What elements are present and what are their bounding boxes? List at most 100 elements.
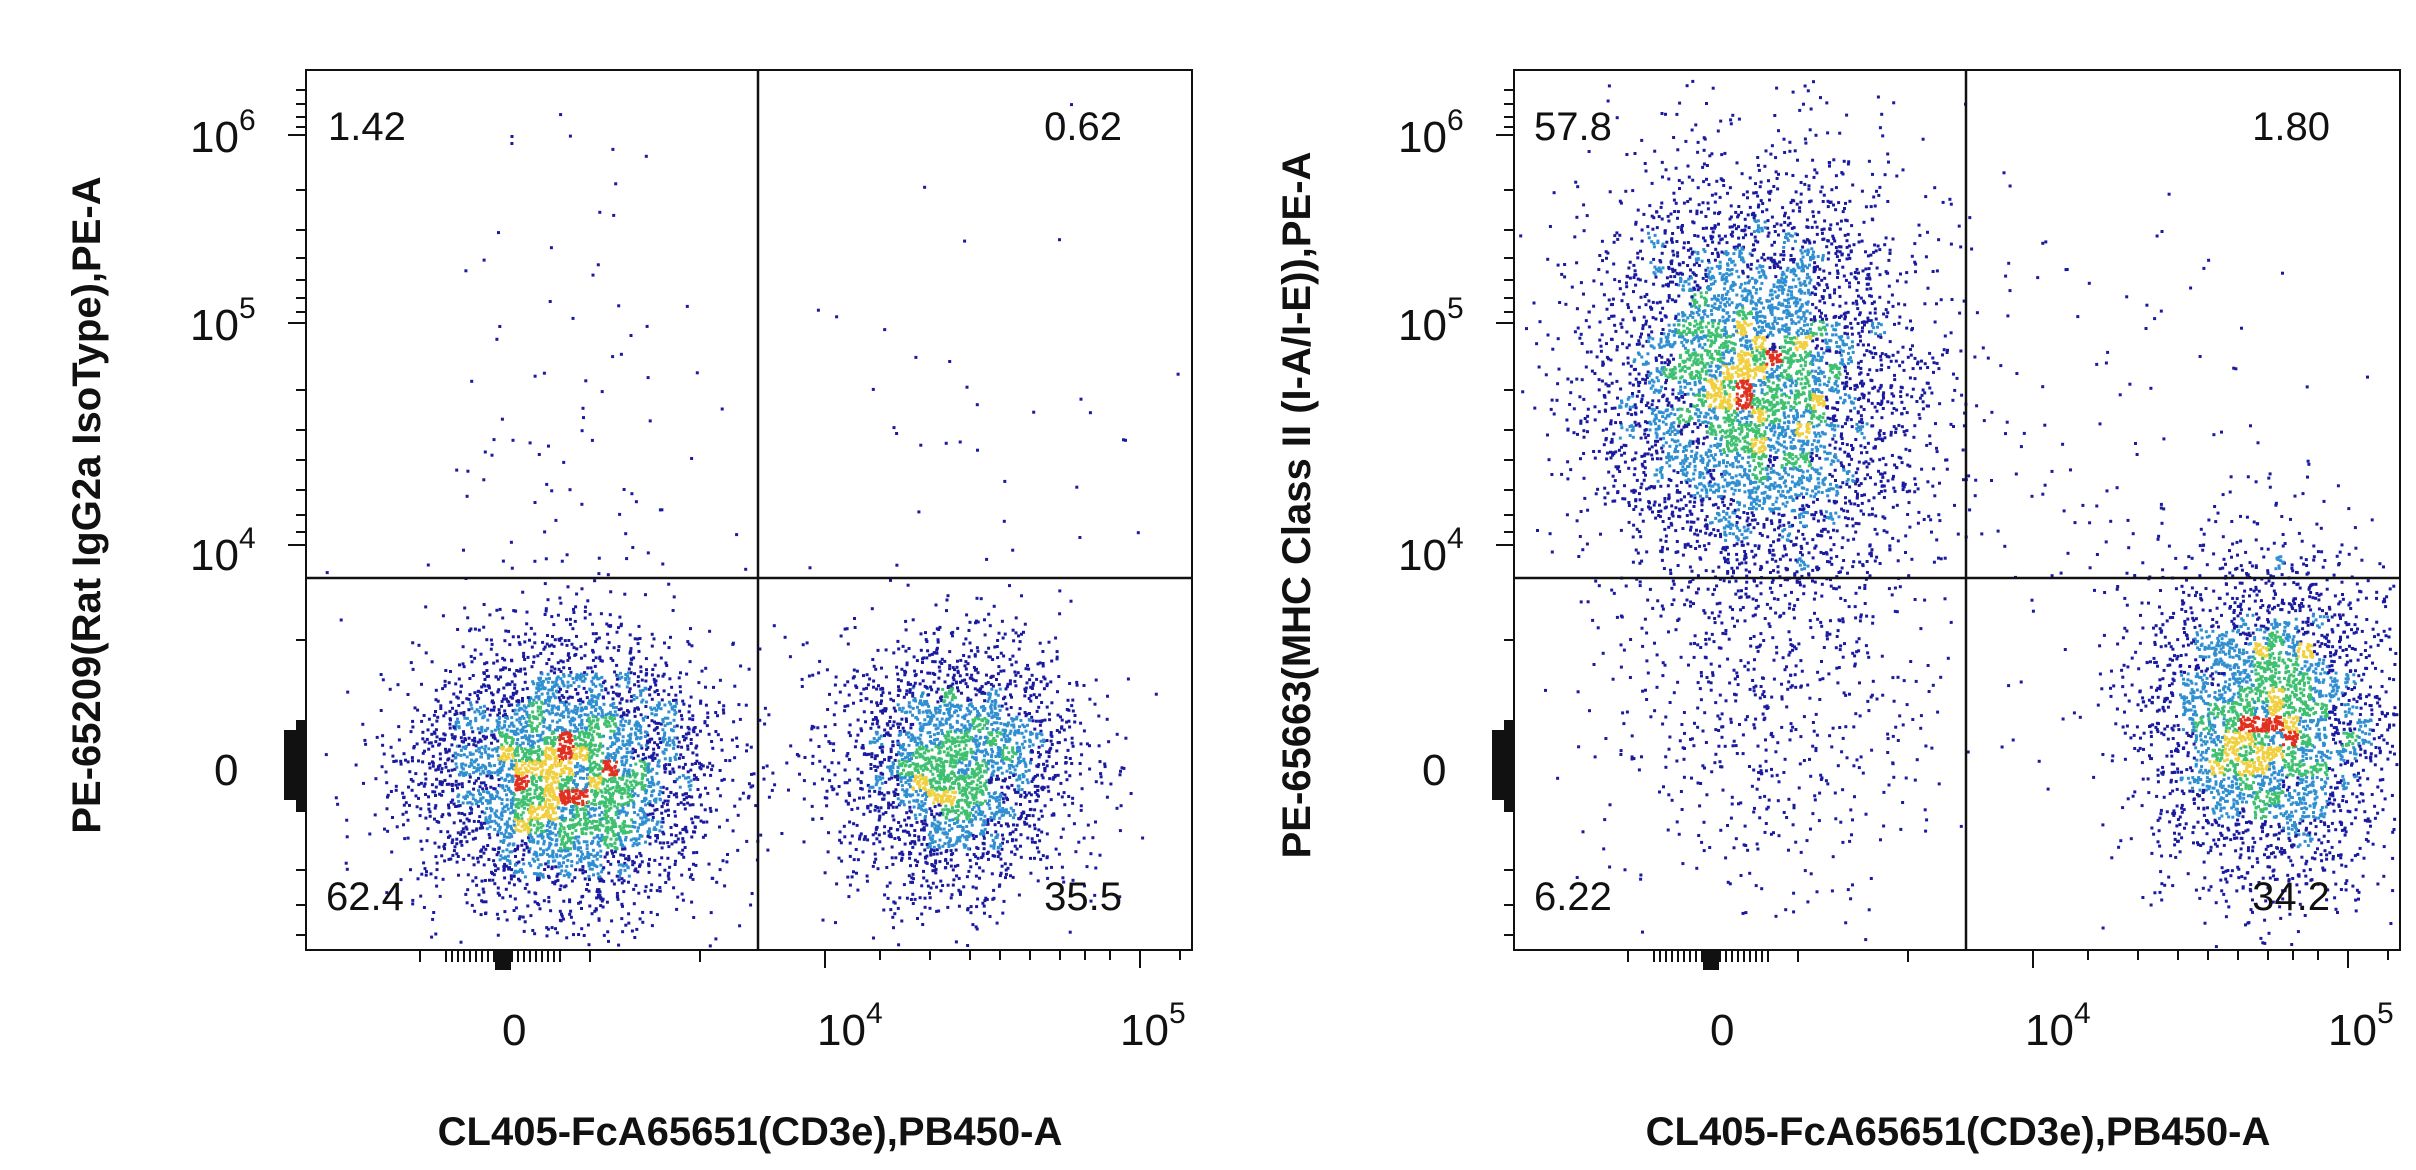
event-dot [410, 788, 414, 792]
event-dot [409, 778, 413, 781]
event-dot [483, 879, 487, 882]
event-dot [455, 765, 459, 769]
event-dot [566, 839, 570, 843]
event-dot [565, 841, 568, 845]
event-dot [471, 797, 475, 801]
event-dot [615, 806, 619, 810]
event-dot [650, 644, 654, 648]
event-dot [433, 841, 437, 845]
event-dot [465, 697, 469, 701]
event-dot [600, 794, 604, 798]
event-dot [575, 678, 579, 682]
event-dot [951, 758, 955, 762]
event-dot [497, 727, 501, 731]
event-dot [572, 729, 576, 733]
event-dot [642, 760, 646, 764]
event-dot [873, 764, 877, 768]
event-dot [554, 728, 557, 732]
event-dot [680, 745, 684, 749]
event-dot [937, 744, 941, 747]
event-dot [581, 852, 585, 856]
event-dot [602, 837, 606, 841]
event-dot [985, 557, 989, 561]
event-dot [514, 803, 518, 807]
event-dot [826, 768, 830, 772]
event-dot [501, 697, 505, 701]
event-dot [509, 798, 513, 802]
event-dot [1039, 809, 1043, 813]
event-dot [594, 699, 598, 703]
event-dot [628, 737, 632, 741]
event-dot [590, 912, 594, 916]
event-dot [550, 704, 554, 708]
event-dot [536, 654, 540, 658]
event-dot [596, 717, 600, 721]
event-dot [576, 706, 580, 710]
event-dot [574, 792, 578, 796]
event-dot [959, 892, 962, 896]
event-dot [516, 772, 520, 776]
event-dot [632, 837, 636, 841]
event-dot [542, 830, 546, 834]
event-dot [430, 732, 434, 736]
event-dot [503, 739, 507, 743]
event-dot [574, 836, 578, 840]
event-dot [559, 763, 562, 767]
event-dot [566, 739, 570, 743]
event-dot [482, 771, 486, 775]
event-dot [609, 837, 613, 841]
event-dot [569, 778, 573, 782]
event-dot [427, 807, 431, 811]
event-dot [648, 693, 652, 697]
event-dot [615, 874, 619, 878]
event-dot [617, 645, 621, 649]
event-dot [562, 666, 566, 670]
event-dot [661, 674, 665, 678]
event-dot [546, 874, 550, 878]
event-dot [911, 618, 915, 622]
event-dot [389, 745, 393, 749]
event-dot [528, 808, 532, 812]
event-dot [683, 738, 686, 742]
event-dot [544, 699, 548, 703]
event-dot [500, 817, 504, 821]
event-dot [648, 857, 651, 861]
event-dot [701, 764, 705, 768]
event-dot [521, 811, 525, 815]
event-dot [856, 767, 860, 771]
event-dot [451, 706, 454, 710]
event-dot [914, 699, 918, 703]
event-dot [575, 810, 579, 814]
event-dot [608, 842, 612, 846]
event-dot [551, 719, 555, 723]
event-dot [543, 788, 547, 792]
event-dot [640, 700, 644, 704]
event-dot [1064, 770, 1068, 774]
event-dot [578, 723, 581, 727]
event-dot [968, 818, 972, 821]
event-dot [689, 627, 692, 631]
event-dot [893, 837, 897, 840]
event-dot [924, 762, 928, 766]
event-dot [968, 762, 972, 765]
event-dot [525, 710, 529, 714]
event-dot [524, 672, 527, 676]
event-dot [559, 726, 563, 729]
event-dot [722, 777, 726, 781]
event-dot [512, 874, 516, 878]
event-dot [958, 824, 962, 828]
event-dot [497, 778, 501, 782]
event-dot [575, 634, 578, 638]
event-dot [594, 703, 598, 707]
event-dot [628, 773, 631, 777]
event-dot [441, 614, 445, 618]
event-dot [604, 837, 608, 841]
event-dot [536, 758, 539, 762]
event-dot [523, 709, 527, 713]
event-dot [599, 735, 603, 739]
event-dot [523, 747, 527, 751]
event-dot [513, 686, 517, 690]
event-dot [581, 700, 585, 704]
event-dot [504, 755, 508, 759]
event-dot [660, 856, 664, 860]
